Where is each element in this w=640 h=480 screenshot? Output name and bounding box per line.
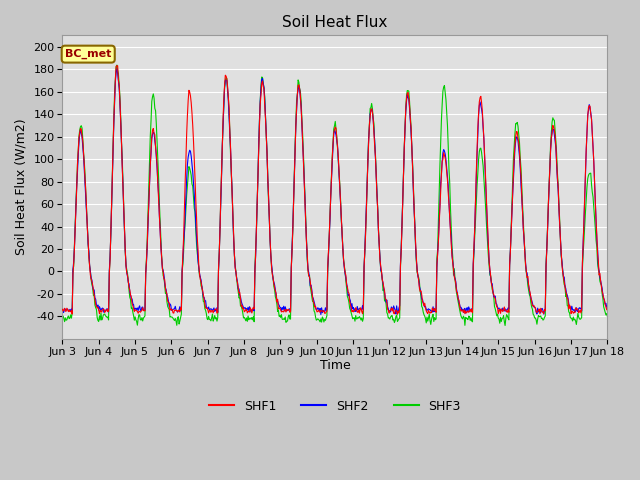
SHF1 xyxy=(209,310,217,316)
SHF1 xyxy=(403,96,410,101)
SHF1 xyxy=(58,306,66,312)
Y-axis label: Soil Heat Flux (W/m2): Soil Heat Flux (W/m2) xyxy=(15,119,28,255)
X-axis label: Time: Time xyxy=(319,360,350,372)
SHF3 xyxy=(68,310,76,316)
SHF1 xyxy=(68,311,76,317)
Legend: SHF1, SHF2, SHF3: SHF1, SHF2, SHF3 xyxy=(204,395,466,418)
SHF3 xyxy=(125,288,133,294)
SHF2 xyxy=(125,281,133,287)
SHF2 xyxy=(68,310,76,315)
Line: SHF1: SHF1 xyxy=(62,66,607,314)
SHF1 xyxy=(113,63,121,69)
SHF3 xyxy=(418,303,426,309)
SHF3 xyxy=(501,323,509,328)
SHF2 xyxy=(113,66,121,72)
Line: SHF3: SHF3 xyxy=(62,65,607,325)
SHF3 xyxy=(402,105,410,111)
SHF1 xyxy=(394,312,401,317)
SHF2 xyxy=(180,229,188,235)
Line: SHF2: SHF2 xyxy=(62,69,607,314)
Title: Soil Heat Flux: Soil Heat Flux xyxy=(282,15,388,30)
SHF2 xyxy=(403,98,410,104)
SHF3 xyxy=(58,313,66,319)
SHF3 xyxy=(113,62,121,68)
SHF2 xyxy=(317,312,324,317)
SHF1 xyxy=(419,298,426,304)
SHF1 xyxy=(604,307,611,313)
SHF1 xyxy=(125,285,133,290)
SHF2 xyxy=(604,305,611,311)
SHF2 xyxy=(209,307,217,312)
SHF1 xyxy=(180,206,188,212)
SHF2 xyxy=(419,296,426,302)
SHF3 xyxy=(209,318,217,324)
SHF3 xyxy=(180,231,188,237)
Text: BC_met: BC_met xyxy=(65,49,111,59)
SHF2 xyxy=(58,306,66,312)
SHF3 xyxy=(604,314,611,320)
